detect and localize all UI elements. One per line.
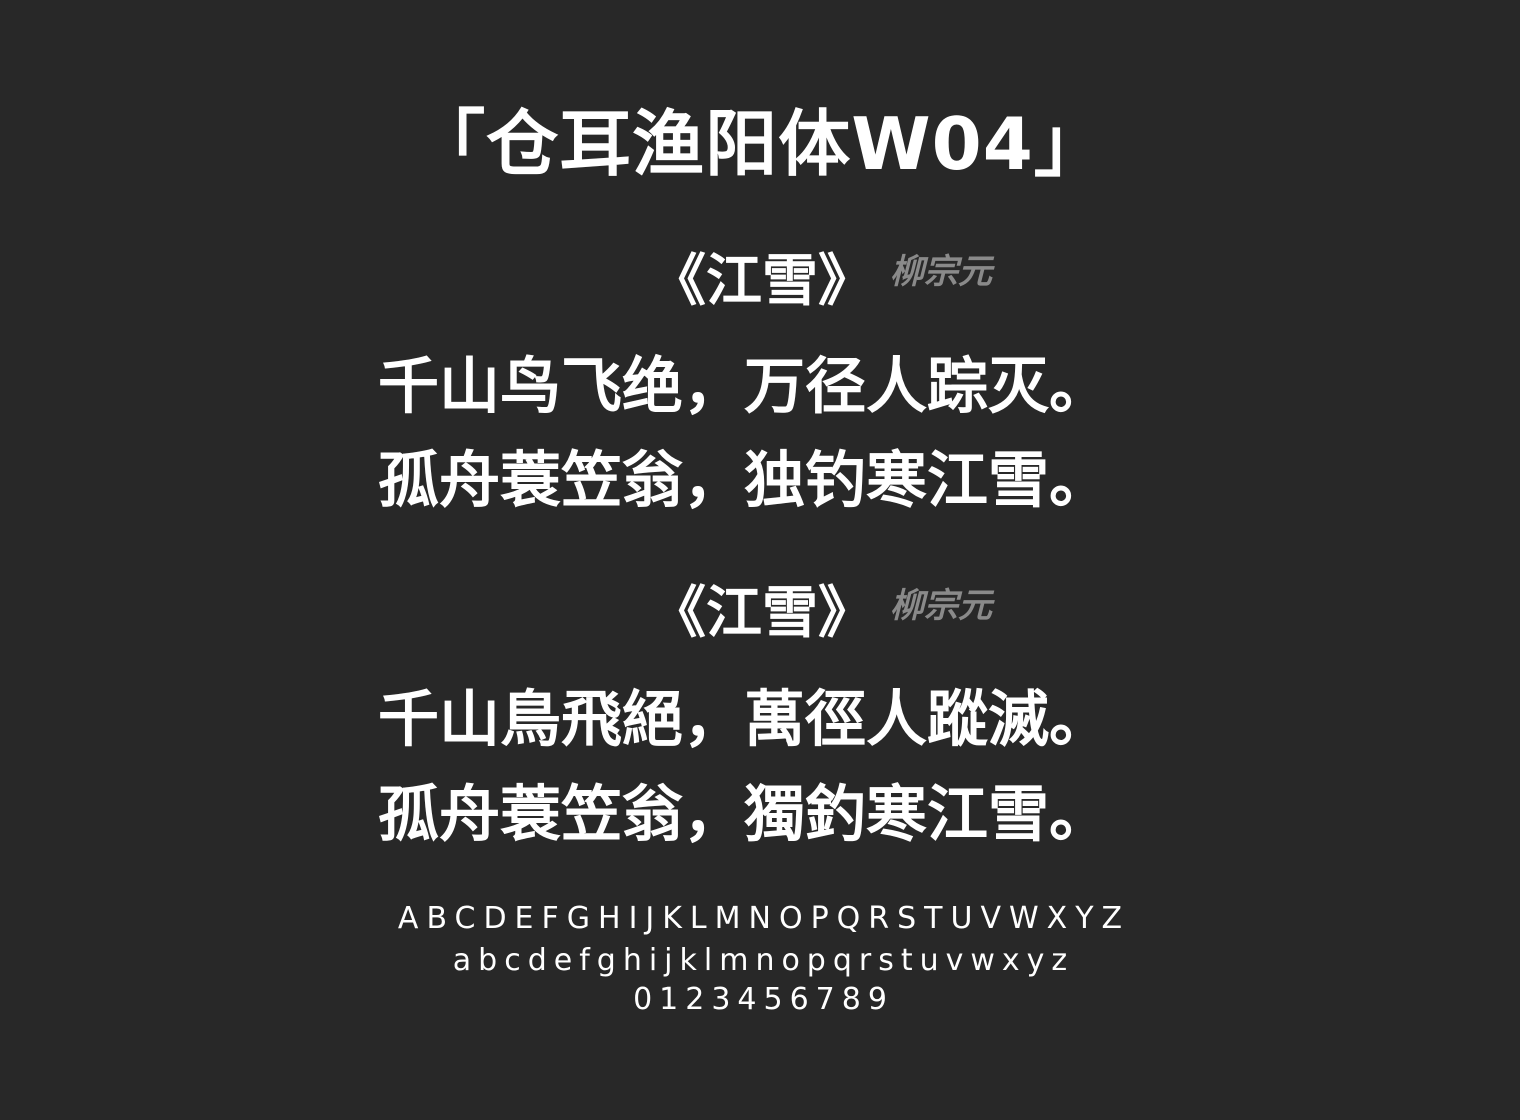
poem-line: 千山鸟飞绝，万径人踪灭。 — [378, 351, 1111, 422]
digit-samples: 0123456789 — [633, 982, 894, 1017]
poem-title: 《江雪》 — [650, 581, 874, 646]
lowercase-alphabet: abcdefghijklmnopqrstuvwxyz — [452, 943, 1075, 978]
poem-line: 孤舟蓑笠翁，独钓寒江雪。 — [378, 445, 1111, 516]
font-name-title: 「仓耳渔阳体W04」 — [413, 102, 1107, 186]
poem-line: 孤舟蓑笠翁，獨釣寒江雪。 — [378, 779, 1111, 850]
uppercase-alphabet: ABCDEFGHIJKLMNOPQRSTUVWXYZ — [397, 901, 1131, 936]
poem-line: 千山鳥飛絕，萬徑人蹤滅。 — [378, 684, 1111, 755]
poem-title: 《江雪》 — [650, 249, 874, 314]
poem-author: 柳宗元 — [890, 586, 992, 626]
poem-author: 柳宗元 — [890, 252, 992, 292]
